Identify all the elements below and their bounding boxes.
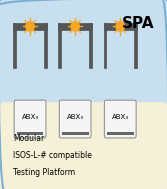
Bar: [17, 132, 43, 135]
Bar: [134, 23, 137, 68]
Circle shape: [116, 22, 124, 31]
Text: ABX₃: ABX₃: [112, 114, 129, 120]
Bar: [107, 132, 134, 135]
Bar: [104, 23, 137, 30]
FancyBboxPatch shape: [59, 100, 91, 138]
Bar: [13, 23, 47, 30]
Bar: [62, 132, 89, 135]
Text: ISOS-L-# compatible: ISOS-L-# compatible: [13, 151, 92, 160]
Circle shape: [26, 22, 34, 31]
Text: SPA: SPA: [122, 16, 155, 31]
FancyBboxPatch shape: [0, 102, 167, 189]
Bar: [13, 23, 16, 68]
Text: Modular: Modular: [13, 134, 45, 143]
Bar: [5, 110, 162, 185]
FancyBboxPatch shape: [104, 100, 136, 138]
Bar: [89, 23, 92, 68]
Circle shape: [71, 22, 79, 31]
Bar: [58, 23, 92, 30]
Bar: [58, 23, 61, 68]
Text: ABX₃: ABX₃: [67, 114, 84, 120]
Bar: [44, 23, 47, 68]
Text: Testing Platform: Testing Platform: [13, 168, 75, 177]
Bar: [104, 23, 106, 68]
Text: ABX₃: ABX₃: [22, 114, 39, 120]
FancyBboxPatch shape: [14, 100, 46, 138]
